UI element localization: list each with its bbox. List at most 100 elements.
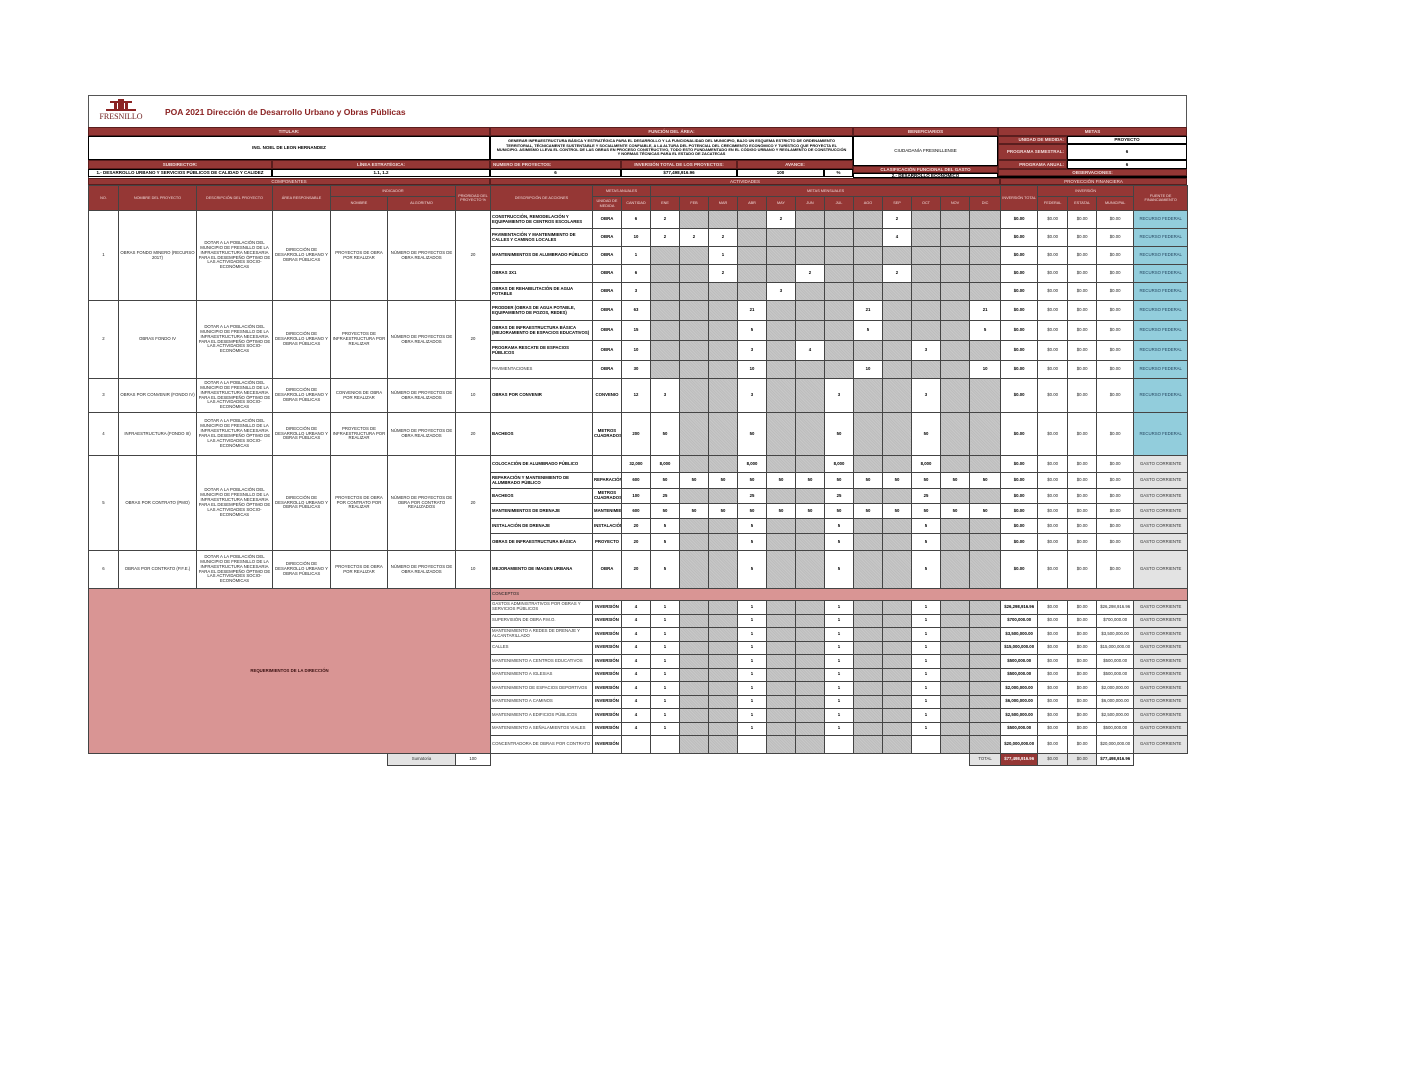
project-priority: 20 [455,412,491,456]
month-value [650,340,680,361]
fuente-financiamiento: GASTO CORRIENTE [1133,613,1189,628]
inversion-federal: $0.00 [1037,340,1069,361]
month-value [882,721,912,736]
month-value: 1 [737,600,767,615]
action-unit: METROS CUADRADOS [592,412,622,456]
month-value [968,378,1002,413]
col-fuente: FUENTE DE FINANCIAMIENTO [1133,185,1189,211]
project-area: DIRECCIÓN DE DESARROLLO URBANO Y OBRAS P… [272,412,331,456]
action-description: MANTENIMIENTO A EDIFICIOS PÚBLICOS [490,708,593,723]
month-value [795,282,825,301]
project-name: INFRAESTRUCTURA (FONDO III) [118,412,197,456]
action-description: MANTENIMIENTOS DE ALUMBRADO PÚBLICO [490,246,593,265]
month-value [882,533,912,551]
action-quantity: 3 [621,282,651,301]
month-value [708,210,738,229]
inversion-estatal: $0.00 [1067,613,1098,628]
month-value [737,264,767,283]
month-value [766,300,796,321]
month-value: 3 [737,378,767,413]
month-value: 1 [650,708,680,723]
month-value [795,613,825,628]
month-value: 1 [911,640,941,655]
project-number: 3 [88,378,119,413]
total-federal: $0.00 [1037,753,1069,766]
fuente-financiamiento: RECURSO FEDERAL [1133,412,1189,456]
avance-unit: % [824,169,853,177]
month-value [708,694,738,709]
month-value [911,228,941,247]
inversion-municipal: $0.00 [1096,503,1135,519]
inversion-total: $6,000,000.00 [1000,694,1039,709]
month-value [650,282,680,301]
col-no: NO. [88,185,119,211]
month-value [968,455,1002,473]
fuente-financiamiento: RECURSO FEDERAL [1133,264,1189,283]
funcion-label: FUNCIÓN DEL ÁREA: [490,127,853,136]
month-value [882,340,912,361]
inversion-estatal: $0.00 [1067,455,1098,473]
action-unit: CONVENIO [592,378,622,413]
blank [89,754,388,766]
inversion-total: $0.00 [1000,550,1039,589]
month-value [940,210,970,229]
month-value [766,550,796,589]
action-unit: OBRA [592,550,622,589]
inversion-federal: $0.00 [1037,282,1069,301]
fuente-financiamiento: GASTO CORRIENTE [1133,550,1189,589]
action-quantity: 4 [621,654,651,669]
action-quantity: 4 [621,708,651,723]
col-month-sep: SEP [882,196,912,211]
month-value: 1 [650,667,680,682]
fuente-financiamiento: RECURSO FEDERAL [1133,340,1189,361]
inversion-estatal: $0.00 [1067,550,1098,589]
month-value [708,412,738,456]
month-value: 50 [650,472,680,489]
inversion-federal: $0.00 [1037,503,1069,519]
month-value: 1 [824,613,854,628]
inversion-federal: $0.00 [1037,246,1069,265]
inversion-federal: $0.00 [1037,613,1069,628]
month-value [766,378,796,413]
inversion-federal: $0.00 [1037,455,1069,473]
inversion-total: $15,000,000.00 [1000,640,1039,655]
avance-label: AVANCE: [737,160,853,169]
month-value: 2 [795,264,825,283]
month-value: 50 [650,412,680,456]
month-value [766,613,796,628]
month-value [766,600,796,615]
action-unit: OBRA [592,264,622,283]
table-row: 5 OBRAS POR CONTRATO (PMO) DOTAR A LA POBL… [88,455,1189,551]
month-value [940,654,970,669]
project-description: DOTAR A LA POBLACIÓN DEL MUNICIPIO DE FR… [196,210,273,301]
month-value [940,640,970,655]
month-value: 1 [911,681,941,696]
inversion-municipal: $0.00 [1096,210,1135,229]
month-value [824,340,854,361]
inversion-federal: $0.00 [1037,533,1069,551]
month-value: 25 [650,488,680,504]
month-value [968,488,1002,504]
action-unit: MANTENIMIENTO [592,503,622,519]
month-value [708,600,738,615]
month-value: 50 [911,472,941,489]
month-value [940,550,970,589]
month-value: 1 [737,694,767,709]
action-description: MEJORAMIENTO DE IMAGEN URBANA [490,550,593,589]
inversion-estatal: $0.00 [1067,320,1098,341]
action-quantity: 20 [621,533,651,551]
anual-value: 6 [1067,160,1187,169]
action-unit: OBRA [592,340,622,361]
month-value [940,627,970,642]
inversion-municipal: $0.00 [1096,550,1135,589]
inversion-municipal: $500,000.00 [1096,721,1135,736]
month-value [679,378,709,413]
month-value [766,228,796,247]
inversion-estatal: $0.00 [1067,282,1098,301]
month-value: 25 [824,488,854,504]
inversion-total: $0.00 [1000,488,1039,504]
linea-value: 1.1, 1.2 [272,169,490,177]
inversion-municipal: $500,000.00 [1096,667,1135,682]
observaciones-value [998,176,1187,178]
sumatoria-label: Sumatoria [387,753,456,766]
